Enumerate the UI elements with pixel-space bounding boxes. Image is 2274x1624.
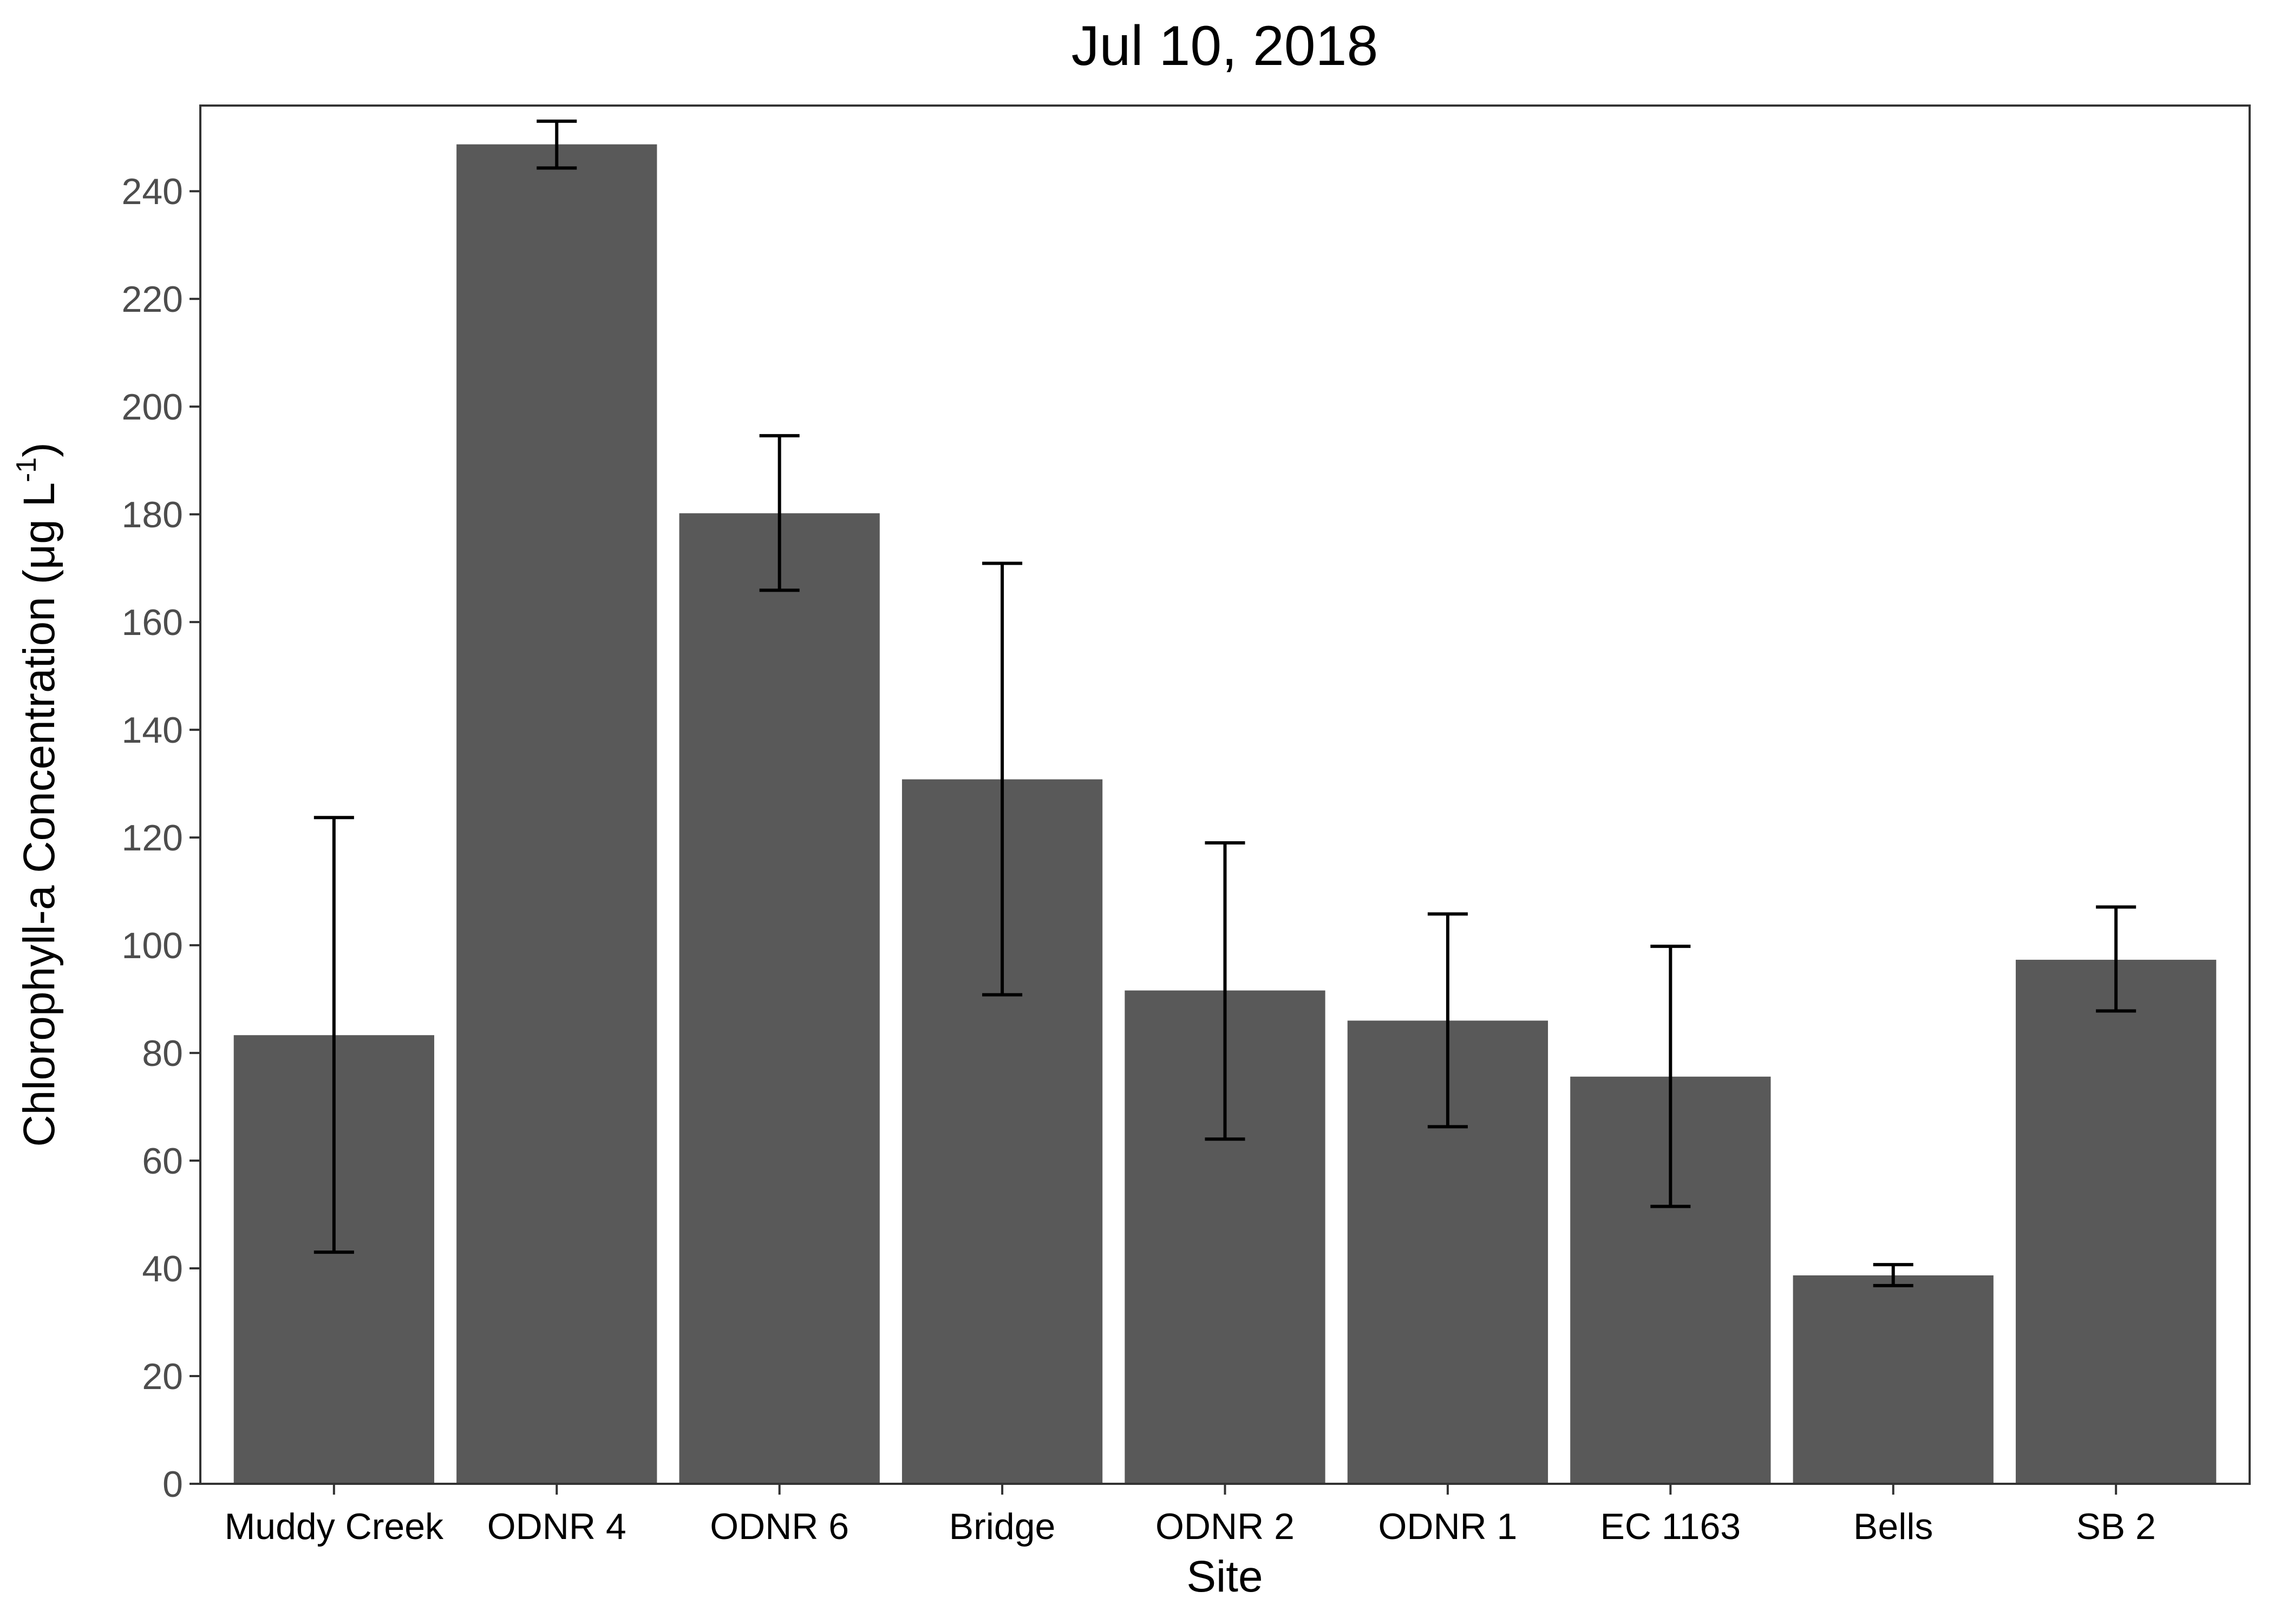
y-tick-label-9: 180 — [122, 494, 183, 535]
y-axis-title-close: ) — [15, 442, 64, 457]
y-tick-label-11: 220 — [122, 279, 183, 320]
bar-8 — [2016, 959, 2217, 1484]
x-tick-label-2: ODNR 6 — [710, 1506, 849, 1547]
x-tick-label-5: ODNR 1 — [1378, 1506, 1517, 1547]
y-tick-label-6: 120 — [122, 817, 183, 859]
y-axis-title: Chlorophyll-a Concentration (μg L-1) — [11, 442, 64, 1147]
x-tick-label-4: ODNR 2 — [1155, 1506, 1295, 1547]
chart-title: Jul 10, 2018 — [1071, 15, 1378, 77]
y-tick-label-1: 20 — [142, 1356, 183, 1397]
bars-group — [233, 144, 2217, 1484]
x-tick-label-1: ODNR 4 — [487, 1506, 626, 1547]
y-tick-label-7: 140 — [122, 710, 183, 751]
y-axis-title-superscript: -1 — [11, 457, 42, 482]
y-tick-label-5: 100 — [122, 925, 183, 966]
y-tick-label-8: 160 — [122, 602, 183, 643]
x-tick-label-8: SB 2 — [2076, 1506, 2155, 1547]
y-tick-label-12: 240 — [122, 171, 183, 212]
y-tick-label-3: 60 — [142, 1141, 183, 1182]
y-tick-label-2: 40 — [142, 1248, 183, 1289]
x-tick-label-6: EC 1163 — [1600, 1506, 1741, 1547]
bar-7 — [1793, 1275, 1994, 1484]
x-axis-title: Site — [1186, 1552, 1263, 1601]
bar-1 — [456, 144, 657, 1484]
y-tick-label-0: 0 — [162, 1464, 183, 1505]
y-tick-label-4: 80 — [142, 1033, 183, 1074]
y-axis: 0 20 40 60 80 100 120 140 160 180 200 220 240 — [122, 171, 200, 1505]
y-axis-title-text: Chlorophyll-a Concentration (μg L — [15, 482, 64, 1147]
x-axis: Muddy Creek ODNR 4 ODNR 6 Bridge ODNR 2 ODNR … — [225, 1484, 2156, 1547]
error-bars-group — [313, 119, 2136, 1287]
y-tick-label-10: 200 — [122, 387, 183, 428]
x-tick-label-0: Muddy Creek — [225, 1506, 444, 1547]
x-tick-label-3: Bridge — [949, 1506, 1056, 1547]
x-tick-label-7: Bells — [1853, 1506, 1933, 1547]
bar-2 — [679, 513, 880, 1484]
